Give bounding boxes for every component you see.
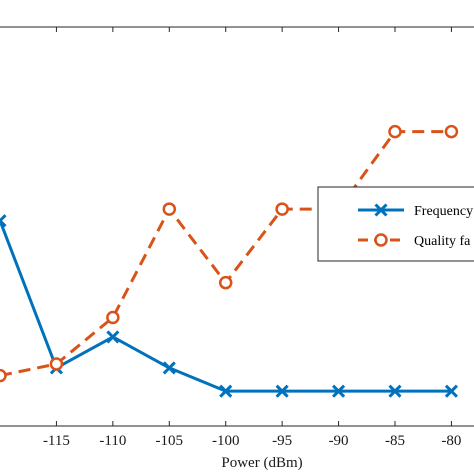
axes-frame bbox=[0, 26, 474, 427]
data-point bbox=[444, 124, 459, 139]
data-point bbox=[219, 384, 233, 398]
data-point bbox=[218, 275, 233, 290]
data-point bbox=[0, 368, 7, 383]
tick-layer: -115 -110 -105 -100 -95 -90 -85 -80 bbox=[43, 27, 461, 449]
x-tick-label: -85 bbox=[385, 433, 405, 449]
data-point bbox=[388, 124, 402, 139]
data-point bbox=[275, 384, 289, 398]
x-tick-label: -115 bbox=[43, 433, 70, 449]
data-point bbox=[332, 384, 346, 398]
x-tick-label: -80 bbox=[441, 433, 461, 449]
data-point bbox=[162, 202, 177, 216]
data-point bbox=[444, 384, 458, 398]
data-point bbox=[49, 357, 64, 371]
data-point bbox=[106, 310, 120, 325]
x-tick-label: -90 bbox=[329, 433, 349, 449]
legend-marker-frequency bbox=[374, 203, 388, 217]
x-tick-label: -95 bbox=[272, 433, 292, 449]
x-tick-label: -100 bbox=[212, 433, 240, 449]
data-point bbox=[106, 330, 120, 344]
legend-box bbox=[317, 186, 474, 262]
legend-marker-quality-factor bbox=[374, 233, 388, 247]
data-point bbox=[0, 214, 7, 228]
x-axis-label: Power (dBm) bbox=[221, 455, 302, 471]
legend-label-quality-factor: Quality fa bbox=[414, 234, 471, 249]
data-point bbox=[275, 202, 289, 216]
legend-item-frequency: Frequency bbox=[358, 203, 473, 219]
x-tick-label: -110 bbox=[99, 433, 126, 449]
legend-label-frequency: Frequency bbox=[414, 204, 473, 219]
legend-item-quality-factor: Quality fa bbox=[358, 233, 471, 249]
legend: Frequency Quality fa bbox=[317, 186, 474, 262]
data-point bbox=[388, 384, 402, 398]
data-point bbox=[162, 361, 176, 375]
x-tick-label: -105 bbox=[156, 433, 184, 449]
axes bbox=[0, 26, 474, 427]
